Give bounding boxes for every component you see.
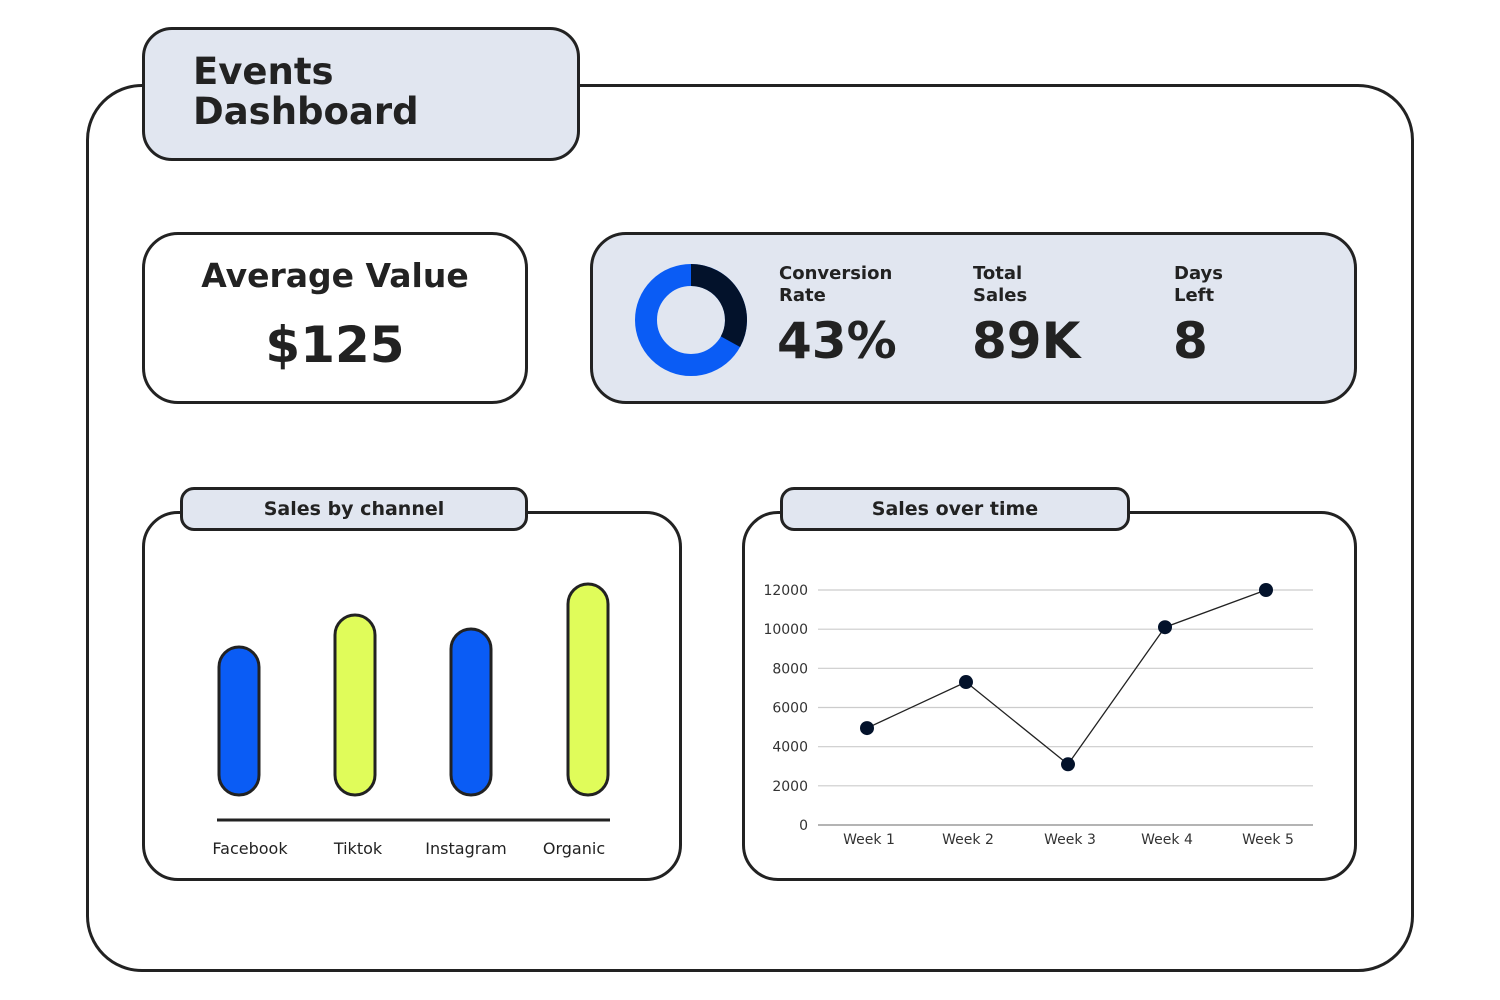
point-week-3 bbox=[1061, 757, 1075, 772]
point-week-2 bbox=[959, 675, 973, 690]
bar-instagram bbox=[449, 627, 493, 797]
bar-organic bbox=[566, 582, 610, 797]
bar-label-tiktok: Tiktok bbox=[333, 839, 383, 858]
x-tick-week-4: Week 4 bbox=[1141, 832, 1193, 848]
x-tick-week-5: Week 5 bbox=[1242, 832, 1294, 848]
bar-label-facebook: Facebook bbox=[212, 839, 288, 858]
x-tick-week-3: Week 3 bbox=[1044, 832, 1096, 848]
kpi-label-days-left: Days Left bbox=[1174, 263, 1223, 306]
bar-chart: Facebook Tiktok Instagram Organic bbox=[212, 582, 610, 858]
kpi-value-conversion: 43% bbox=[777, 312, 897, 370]
average-value: $125 bbox=[265, 316, 405, 374]
conversion-donut bbox=[635, 264, 747, 376]
kpi-value-days-left: 8 bbox=[1173, 312, 1208, 370]
title-line-2: Dashboard bbox=[193, 90, 419, 133]
kpi-label-total-sales: Total Sales bbox=[973, 263, 1028, 306]
y-tick-4000: 4000 bbox=[772, 740, 808, 756]
point-week-5 bbox=[1259, 583, 1273, 597]
y-tick-8000: 8000 bbox=[772, 661, 808, 677]
average-value-card bbox=[142, 232, 528, 404]
y-tick-6000: 6000 bbox=[772, 701, 808, 717]
y-tick-0: 0 bbox=[799, 818, 808, 834]
y-tick-12000: 12000 bbox=[763, 583, 808, 599]
sales-line bbox=[866, 589, 1267, 766]
x-tick-week-1: Week 1 bbox=[843, 832, 895, 848]
bar-label-organic: Organic bbox=[543, 839, 605, 858]
title-line-1: Events bbox=[193, 50, 334, 93]
bar-tiktok bbox=[333, 613, 377, 797]
point-week-1 bbox=[860, 721, 874, 736]
title-tab bbox=[142, 27, 580, 161]
sales-over-time-panel bbox=[742, 511, 1357, 881]
page-title: Events Dashboard bbox=[193, 52, 419, 132]
y-tick-2000: 2000 bbox=[772, 779, 808, 795]
kpi-label-conversion: Conversion Rate bbox=[779, 263, 893, 306]
dashboard-frame bbox=[86, 84, 1414, 972]
x-tick-week-2: Week 2 bbox=[942, 832, 994, 848]
y-tick-10000: 10000 bbox=[763, 622, 808, 638]
sales-over-time-title: Sales over time bbox=[780, 487, 1130, 531]
sales-by-channel-title: Sales by channel bbox=[180, 487, 528, 531]
bar-facebook bbox=[217, 645, 261, 797]
point-week-4 bbox=[1158, 620, 1172, 635]
line-chart: 0 2000 4000 6000 8000 10000 12000 Week 1 Week 2 W… bbox=[763, 583, 1313, 848]
kpi-value-total-sales: 89K bbox=[972, 312, 1081, 370]
bar-label-instagram: Instagram bbox=[425, 839, 506, 858]
donut-dark-segment bbox=[690, 264, 747, 347]
kpi-card bbox=[590, 232, 1357, 404]
average-value-label: Average Value bbox=[201, 256, 469, 295]
